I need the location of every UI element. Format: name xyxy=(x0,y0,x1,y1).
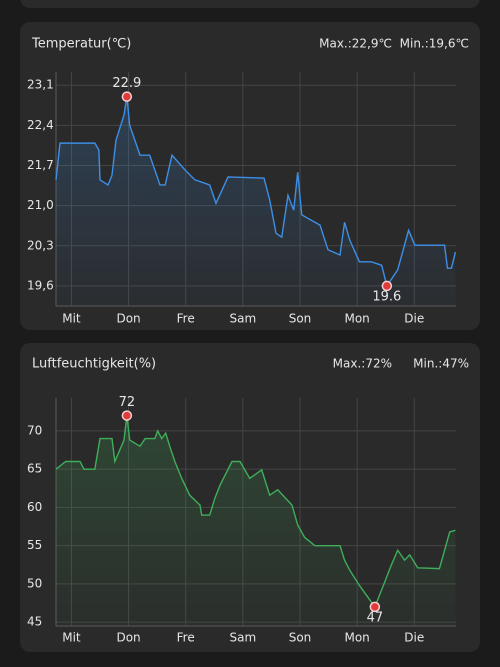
extreme-marker xyxy=(121,410,133,421)
max-annotation: Max.:22,9℃ xyxy=(319,37,392,51)
line xyxy=(55,96,457,288)
x-tick-label: Sam xyxy=(230,312,257,326)
y-tick-label: 23,1 xyxy=(27,78,54,92)
area xyxy=(56,415,456,626)
x-tick-label: Mon xyxy=(344,631,369,645)
y-tick-label: 65 xyxy=(27,462,42,476)
line xyxy=(55,415,456,609)
y-tick-label: 45 xyxy=(27,615,42,629)
y-tick-label: 60 xyxy=(27,500,42,514)
y-tick-label: 22,4 xyxy=(27,118,54,132)
x-tick-label: Mon xyxy=(344,312,369,326)
card xyxy=(20,0,480,8)
max-annotation: Max.:72% xyxy=(333,357,392,371)
chart-title: Luftfeuchtigkeit(%) xyxy=(32,357,156,372)
x-tick-label: Son xyxy=(289,631,312,645)
min-annotation: Min.:47% xyxy=(413,357,469,371)
data-label: 72 xyxy=(119,395,136,410)
extreme-marker xyxy=(369,601,381,613)
y-tick-label: 70 xyxy=(27,423,42,437)
x-tick-label: Don xyxy=(116,631,140,645)
x-tick-label: Fre xyxy=(177,312,195,326)
x-tick-label: Die xyxy=(404,631,424,645)
extreme-marker xyxy=(381,280,393,292)
chart-title: Temperatur(℃) xyxy=(31,37,131,52)
y-tick-label: 50 xyxy=(27,576,42,590)
x-tick-label: Mit xyxy=(62,631,81,645)
min-annotation: Min.:19,6℃ xyxy=(400,37,469,51)
x-tick-label: Son xyxy=(289,312,312,326)
x-tick-label: Fre xyxy=(177,631,195,645)
y-tick-label: 55 xyxy=(27,538,42,552)
y-tick-label: 19,6 xyxy=(27,278,54,292)
data-label: 22.9 xyxy=(112,76,141,91)
x-tick-label: Mit xyxy=(62,312,81,326)
y-tick-label: 21,0 xyxy=(27,198,54,212)
y-tick-label: 20,3 xyxy=(27,238,54,252)
x-tick-label: Die xyxy=(404,312,424,326)
data-label: 19.6 xyxy=(372,289,401,304)
x-tick-label: Don xyxy=(116,312,140,326)
x-tick-label: Sam xyxy=(230,631,257,645)
extreme-marker xyxy=(121,91,133,102)
y-tick-label: 21,7 xyxy=(27,158,54,172)
data-label: 47 xyxy=(367,610,384,625)
